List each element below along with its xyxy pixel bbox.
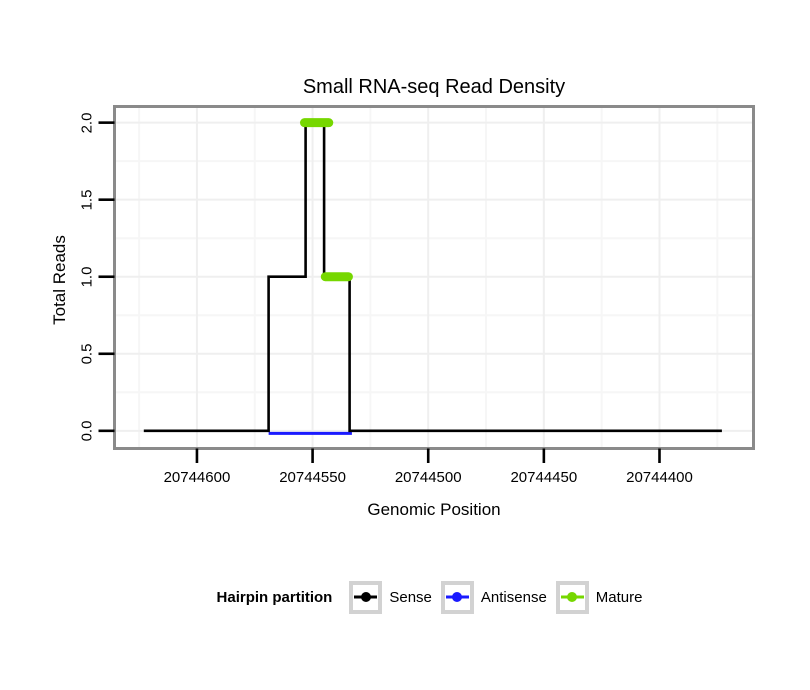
legend-key-dot-icon (567, 592, 578, 602)
legend: Hairpin partition Sense Antisense Mature (80, 579, 788, 615)
legend-items: Sense Antisense Mature (349, 580, 651, 614)
x-tick-label: 20744550 (279, 469, 346, 486)
legend-item-sense: Sense (349, 580, 432, 614)
legend-item-mature: Mature (555, 580, 643, 614)
y-axis-title: Total Reads (50, 235, 69, 325)
legend-key-box (440, 580, 474, 614)
chart-title: Small RNA-seq Read Density (302, 76, 566, 98)
x-tick-label: 20744400 (626, 469, 693, 486)
legend-key-dot-icon (452, 592, 463, 602)
y-tick-label: 0.5 (78, 343, 96, 365)
legend-title: Hairpin partition (216, 588, 333, 606)
legend-item-antisense: Antisense (440, 580, 547, 614)
x-tick-label: 20744600 (163, 469, 231, 486)
y-tick-label: 1.5 (78, 189, 96, 211)
y-tick-label: 2.0 (78, 112, 96, 134)
legend-key-dot-icon (360, 592, 371, 602)
legend-item-label: Antisense (480, 588, 547, 606)
legend-key-box (555, 580, 589, 614)
legend-key-box (349, 580, 383, 614)
legend-item-label: Sense (389, 588, 432, 606)
legend-item-label: Mature (595, 588, 643, 606)
x-tick-label: 20744500 (394, 469, 462, 486)
x-tick-label: 20744450 (510, 469, 578, 486)
y-tick-label: 1.0 (78, 266, 96, 288)
x-axis-title: Genomic Position (367, 500, 501, 519)
y-tick-label: 0.0 (78, 420, 96, 442)
